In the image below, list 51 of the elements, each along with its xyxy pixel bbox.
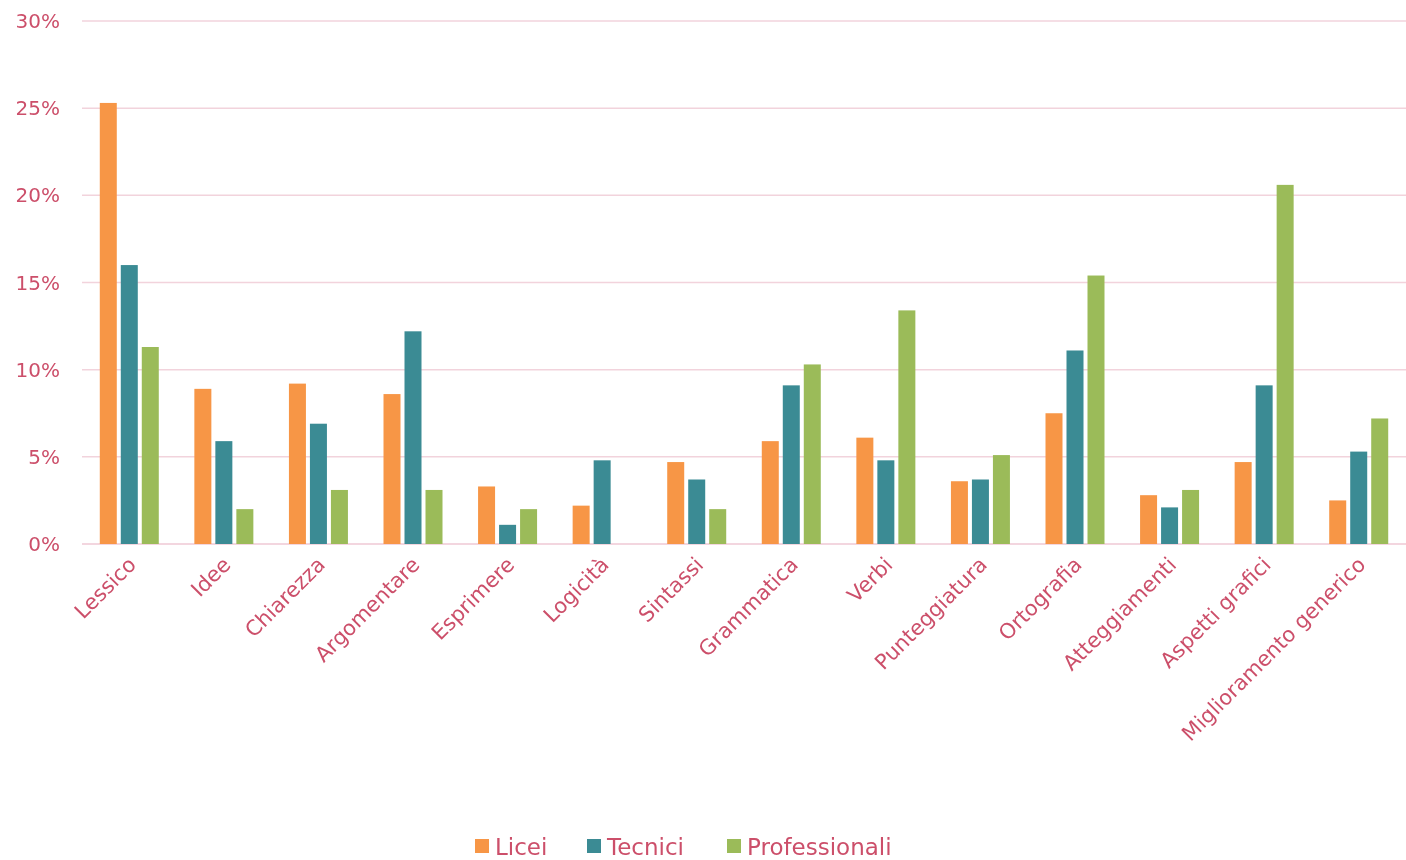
bar — [1276, 184, 1294, 544]
bar — [520, 509, 538, 544]
bar — [667, 462, 685, 544]
bar — [898, 310, 916, 544]
y-tick-label: 5% — [28, 444, 60, 469]
bar — [761, 441, 779, 544]
bar — [141, 347, 159, 544]
bar — [215, 441, 233, 544]
bar — [194, 388, 212, 544]
bar — [99, 102, 117, 544]
legend-label: Tecnici — [606, 834, 684, 860]
bar — [478, 486, 496, 544]
bar — [1140, 495, 1158, 544]
bar — [803, 364, 821, 544]
y-tick-label: 10% — [15, 357, 60, 382]
bar — [877, 460, 895, 544]
bar — [572, 505, 590, 544]
bar — [782, 385, 800, 544]
bar — [1066, 350, 1084, 544]
bar — [1182, 489, 1200, 544]
y-tick-label: 25% — [15, 96, 60, 121]
bar — [688, 479, 706, 544]
y-tick-label: 30% — [15, 9, 60, 33]
bar — [120, 265, 138, 544]
y-tick-label: 15% — [15, 270, 60, 295]
bar — [499, 524, 517, 544]
bar — [404, 331, 422, 544]
bar — [1045, 413, 1063, 544]
bar — [593, 460, 611, 544]
bar — [1255, 385, 1273, 544]
bar — [383, 394, 401, 544]
bar — [1234, 462, 1252, 544]
legend-label: Licei — [495, 834, 548, 860]
bar — [236, 509, 254, 544]
bar — [330, 489, 348, 544]
bar — [1329, 500, 1347, 544]
bar — [856, 437, 874, 544]
bar — [1087, 275, 1105, 544]
bar — [1371, 418, 1389, 544]
y-tick-label: 20% — [15, 183, 60, 208]
bar — [950, 481, 968, 544]
y-tick-label: 0% — [28, 532, 60, 556]
bar — [1161, 507, 1179, 544]
bar — [1350, 451, 1368, 544]
bar — [309, 423, 327, 544]
bar — [992, 455, 1010, 544]
bar — [425, 489, 443, 544]
bar — [971, 479, 989, 544]
legend-label: Professionali — [747, 834, 892, 860]
bar — [709, 509, 727, 544]
bar — [288, 383, 306, 544]
